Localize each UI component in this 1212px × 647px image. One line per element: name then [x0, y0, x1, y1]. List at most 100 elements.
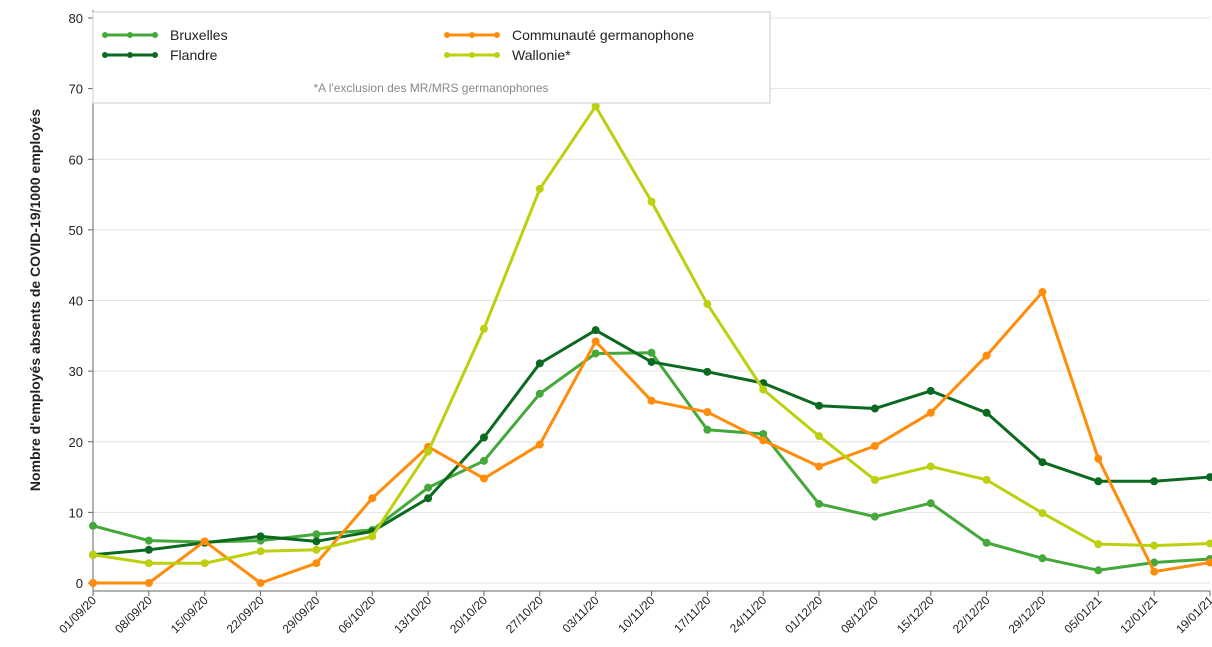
x-tick-label: 27/10/20 — [503, 593, 546, 636]
legend-dot — [444, 52, 450, 58]
point — [815, 499, 824, 508]
x-tick-label: 24/11/20 — [727, 593, 770, 636]
point — [647, 357, 656, 366]
point — [1206, 473, 1212, 482]
point — [815, 462, 824, 471]
point — [479, 456, 488, 465]
point — [144, 545, 153, 554]
point — [312, 559, 321, 568]
point — [703, 408, 712, 417]
legend-label: Flandre — [170, 47, 218, 63]
x-tick-label: 15/12/20 — [894, 593, 937, 636]
legend-dot — [494, 52, 500, 58]
x-tick-label: 01/09/20 — [56, 593, 99, 636]
point — [200, 559, 209, 568]
legend-label: Wallonie* — [512, 47, 571, 63]
legend-dot — [444, 32, 450, 38]
point — [647, 348, 656, 357]
x-tick-label: 10/11/20 — [615, 593, 658, 636]
point — [1038, 288, 1047, 297]
x-tick-label: 06/10/20 — [335, 593, 378, 636]
point — [312, 530, 321, 539]
x-tick-label: 22/09/20 — [224, 593, 267, 636]
y-tick-label: 50 — [69, 223, 83, 238]
x-tick-label: 13/10/20 — [391, 593, 434, 636]
point — [144, 579, 153, 587]
point — [200, 537, 209, 546]
point — [424, 483, 433, 492]
y-tick-label: 40 — [69, 294, 83, 309]
point — [144, 536, 153, 545]
y-axis-label: Nombre d'employés absents de COVID-19/10… — [27, 109, 43, 491]
point — [424, 447, 433, 456]
point — [424, 494, 433, 503]
point — [1206, 539, 1212, 548]
point — [1150, 477, 1159, 486]
point — [647, 197, 656, 206]
legend-dot — [494, 32, 500, 38]
point — [256, 532, 265, 541]
x-tick-label: 08/12/20 — [838, 593, 881, 636]
y-tick-label: 30 — [69, 364, 83, 379]
point — [647, 396, 656, 405]
x-tick-label: 08/09/20 — [112, 593, 155, 636]
point — [368, 494, 377, 503]
point — [870, 441, 879, 450]
y-tick-label: 70 — [69, 82, 83, 97]
point — [591, 102, 600, 111]
legend-dot — [469, 32, 475, 38]
legend-label: Communauté germanophone — [512, 27, 694, 43]
point — [89, 579, 97, 587]
point — [982, 351, 991, 360]
point — [1206, 558, 1212, 567]
x-tick-label: 01/12/20 — [782, 593, 825, 636]
x-tick-label: 29/09/20 — [280, 593, 323, 636]
point — [870, 475, 879, 484]
point — [926, 408, 935, 417]
x-tick-label: 19/01/21 — [1173, 593, 1212, 636]
point — [926, 462, 935, 471]
point — [1038, 554, 1047, 563]
point — [368, 532, 377, 541]
series-line — [92, 104, 1211, 565]
point — [535, 184, 544, 193]
legend-dot — [102, 32, 108, 38]
legend-dot — [127, 32, 133, 38]
point — [591, 326, 600, 335]
point — [535, 359, 544, 368]
legend: Bruxelles Flandre Communauté germanophone W… — [92, 11, 771, 104]
x-tick-label: 05/01/21 — [1061, 593, 1104, 636]
point — [535, 440, 544, 449]
x-tick-label: 15/09/20 — [168, 593, 211, 636]
y-tick-label: 20 — [69, 435, 83, 450]
x-tick-label: 03/11/20 — [559, 593, 602, 636]
y-tick-label: 60 — [69, 152, 83, 167]
point — [1038, 458, 1047, 467]
x-tick-label: 17/11/20 — [671, 593, 714, 636]
point — [870, 512, 879, 521]
point — [535, 389, 544, 398]
point — [982, 408, 991, 417]
point — [815, 432, 824, 441]
legend-box — [92, 11, 771, 104]
x-tick-label: 29/12/20 — [1006, 593, 1049, 636]
point — [1094, 566, 1103, 575]
point — [703, 300, 712, 309]
legend-dot — [469, 52, 475, 58]
legend-label: Bruxelles — [170, 27, 228, 43]
point — [759, 436, 768, 445]
point — [256, 579, 265, 587]
point — [982, 475, 991, 484]
y-tick-label: 0 — [76, 576, 83, 591]
y-tick-label: 80 — [69, 11, 83, 26]
point — [759, 385, 768, 394]
point — [256, 547, 265, 556]
point — [144, 559, 153, 568]
legend-note: *A l'exclusion des MR/MRS germanophones — [313, 81, 548, 95]
legend-dot — [152, 52, 158, 58]
point — [1038, 509, 1047, 518]
point — [870, 404, 879, 413]
point — [703, 367, 712, 376]
point — [703, 425, 712, 434]
